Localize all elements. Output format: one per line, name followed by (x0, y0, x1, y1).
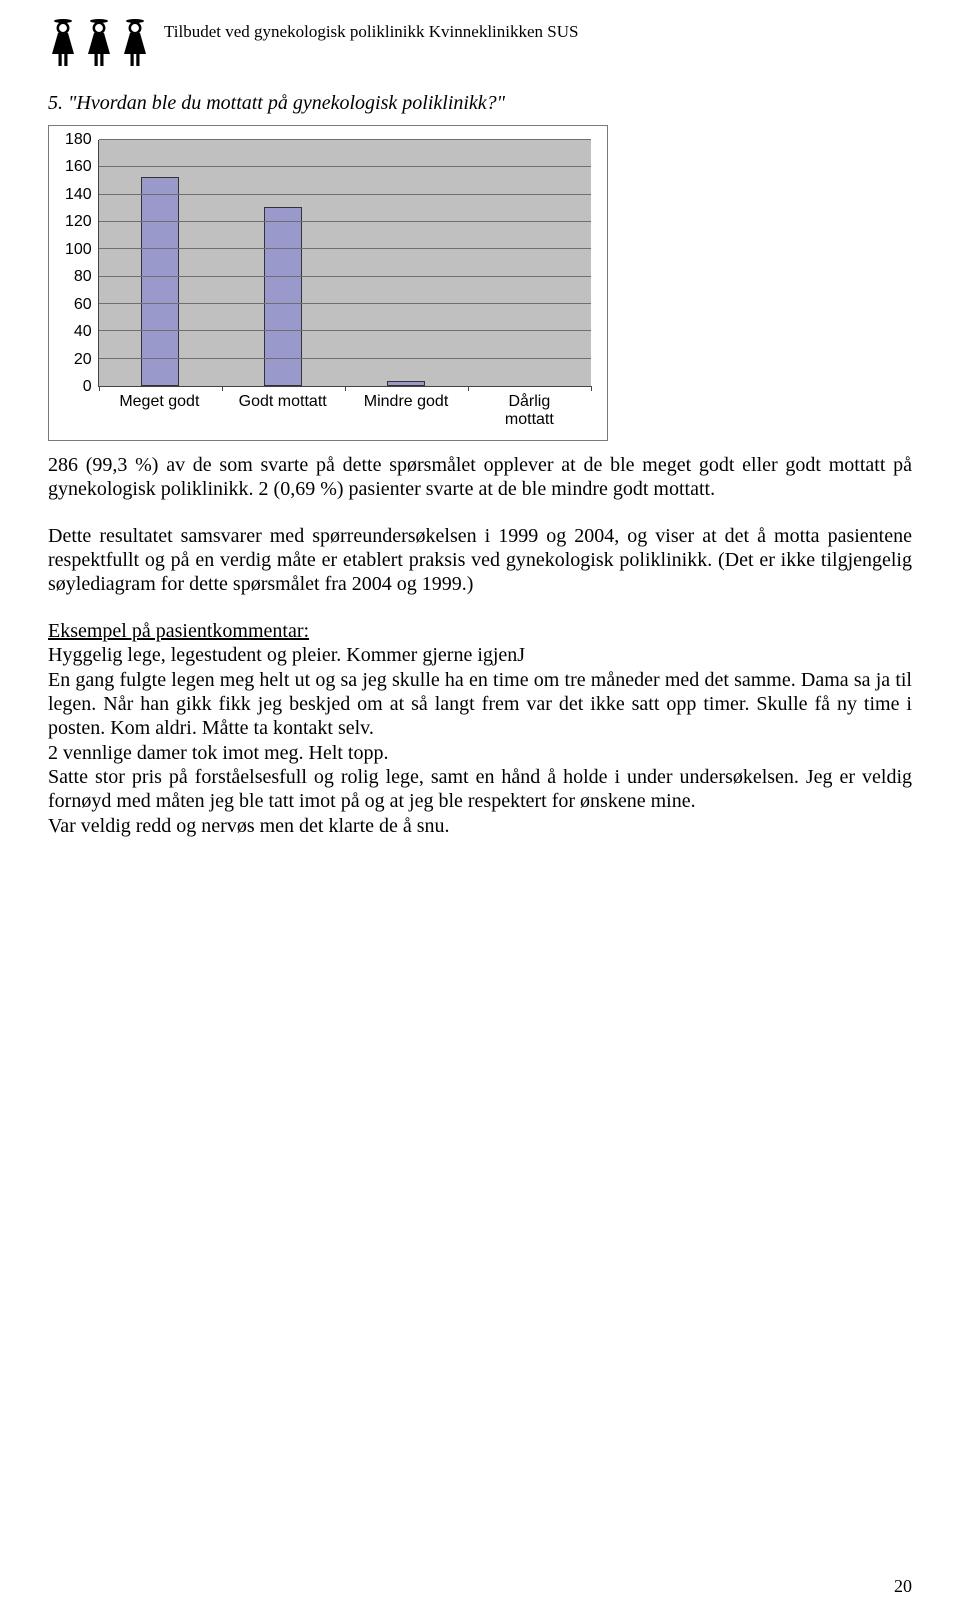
page-header: Tilbudet ved gynekologisk poliklinikk Kv… (48, 18, 912, 68)
paragraph: 2 vennlige damer tok imot meg. Helt topp… (48, 741, 912, 765)
page-number: 20 (894, 1576, 912, 1597)
ytick-label: 20 (74, 351, 92, 369)
body-text: 286 (99,3 %) av de som svarte på dette s… (48, 453, 912, 838)
xtick-label: Meget godt (98, 393, 221, 430)
xtick-label: Mindre godt (344, 393, 467, 430)
xtick-label: Godt mottatt (221, 393, 344, 430)
paragraph: Satte stor pris på forståelsesfull og ro… (48, 765, 912, 814)
ytick-label: 160 (65, 158, 92, 176)
woman-icon (84, 18, 114, 68)
chart-bar (141, 177, 179, 386)
ytick-label: 80 (74, 268, 92, 286)
ytick-label: 140 (65, 186, 92, 204)
ytick-label: 60 (74, 296, 92, 314)
bar-slot (468, 140, 591, 386)
ytick-label: 120 (65, 213, 92, 231)
paragraph: Hyggelig lege, legestudent og pleier. Ko… (48, 643, 912, 667)
ytick-label: 0 (83, 378, 92, 396)
chart-plot-area (98, 140, 591, 387)
header-icons (48, 18, 150, 68)
woman-icon (120, 18, 150, 68)
bar-slot (99, 140, 222, 386)
question-heading: 5. "Hvordan ble du mottatt på gynekologi… (48, 92, 912, 115)
bar-chart: 180 160 140 120 100 80 60 40 20 0 (48, 125, 608, 441)
paragraph: Dette resultatet samsvarer med spørreund… (48, 524, 912, 597)
paragraph: En gang fulgte legen meg helt ut og sa j… (48, 668, 912, 741)
ytick-label: 180 (65, 131, 92, 149)
ytick-label: 100 (65, 241, 92, 259)
paragraph: Var veldig redd og nervøs men det klarte… (48, 814, 912, 838)
header-title: Tilbudet ved gynekologisk poliklinikk Kv… (164, 18, 578, 42)
paragraph: 286 (99,3 %) av de som svarte på dette s… (48, 453, 912, 502)
chart-y-axis-labels: 180 160 140 120 100 80 60 40 20 0 (65, 131, 98, 396)
woman-icon (48, 18, 78, 68)
chart-bars (99, 140, 591, 386)
xtick-label: Dårligmottatt (468, 393, 591, 430)
bar-slot (345, 140, 468, 386)
page: Tilbudet ved gynekologisk poliklinikk Kv… (0, 0, 960, 1617)
chart-bar (387, 381, 425, 386)
example-heading: Eksempel på pasientkommentar: (48, 619, 912, 643)
ytick-label: 40 (74, 323, 92, 341)
example-heading-text: Eksempel på pasientkommentar: (48, 620, 309, 642)
bar-slot (222, 140, 345, 386)
chart-x-axis-labels: Meget godt Godt mottatt Mindre godt Dårl… (98, 393, 591, 430)
chart-bar (264, 207, 302, 386)
